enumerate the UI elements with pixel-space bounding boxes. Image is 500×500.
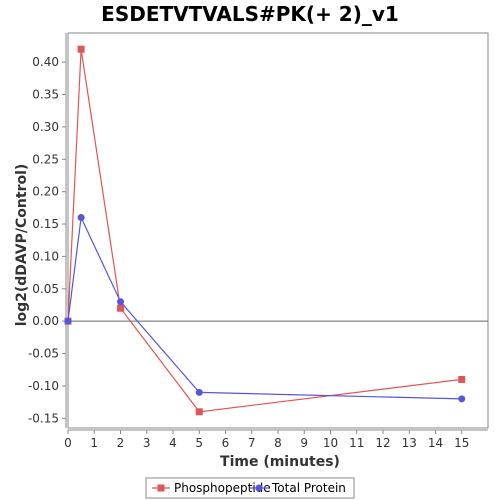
chart-title: ESDETVTVALS#PK(+ 2)_v1 bbox=[101, 2, 399, 26]
x-tick-label: 3 bbox=[143, 436, 151, 450]
plot-area: -0.15 -0.10 -0.05 0.00 0.05 0.10 0.15 0.20 0.25 0… bbox=[28, 32, 489, 450]
data-point bbox=[117, 304, 124, 312]
data-point bbox=[458, 395, 466, 403]
data-point bbox=[64, 317, 72, 325]
x-tick-label: 7 bbox=[248, 436, 256, 450]
legend-marker bbox=[255, 484, 263, 492]
y-tick-label: 0.10 bbox=[32, 249, 59, 263]
y-tick-label: 0.30 bbox=[32, 120, 59, 134]
y-tick-label: 0.40 bbox=[32, 55, 59, 69]
x-tick-label: 11 bbox=[349, 436, 364, 450]
data-point bbox=[77, 214, 85, 222]
data-point bbox=[195, 408, 203, 416]
y-tick-label: 0.05 bbox=[32, 282, 59, 296]
data-point bbox=[195, 388, 203, 396]
x-tick-label: 14 bbox=[428, 436, 443, 450]
x-tick-label: 6 bbox=[222, 436, 230, 450]
x-tick-label: 10 bbox=[323, 436, 338, 450]
y-tick-label: -0.10 bbox=[28, 379, 59, 393]
y-tick-label: 0.15 bbox=[32, 217, 59, 231]
data-point bbox=[117, 298, 124, 306]
x-tick-label: 13 bbox=[402, 436, 417, 450]
x-tick-label: 12 bbox=[375, 436, 390, 450]
data-point bbox=[458, 375, 466, 383]
x-tick-label: 9 bbox=[300, 436, 308, 450]
y-axis-title: log2(dDAVP/Control) bbox=[14, 164, 30, 327]
y-tick-label: 0.35 bbox=[32, 88, 59, 102]
legend-marker bbox=[157, 484, 165, 492]
y-tick-label: 0.25 bbox=[32, 152, 59, 166]
legend: Phosphopeptide Total Protein bbox=[145, 477, 355, 499]
x-tick-label: 4 bbox=[169, 436, 177, 450]
data-point bbox=[77, 45, 85, 53]
legend-label: Total Protein bbox=[271, 481, 346, 495]
x-axis-title: Time (minutes) bbox=[220, 454, 340, 470]
y-tick-label: 0.20 bbox=[32, 185, 59, 199]
y-tick-label: -0.15 bbox=[28, 411, 59, 425]
x-tick-label: 1 bbox=[90, 436, 98, 450]
x-tick-label: 15 bbox=[454, 436, 469, 450]
x-tick-label: 8 bbox=[274, 436, 282, 450]
y-tick-label: -0.05 bbox=[28, 347, 59, 361]
plot-frame bbox=[67, 32, 489, 429]
legend-label: Phosphopeptide bbox=[174, 481, 271, 495]
x-tick-label: 2 bbox=[117, 436, 125, 450]
x-tick-label: 5 bbox=[195, 436, 203, 450]
x-tick-label: 0 bbox=[64, 436, 72, 450]
y-tick-label: 0.00 bbox=[32, 314, 59, 328]
